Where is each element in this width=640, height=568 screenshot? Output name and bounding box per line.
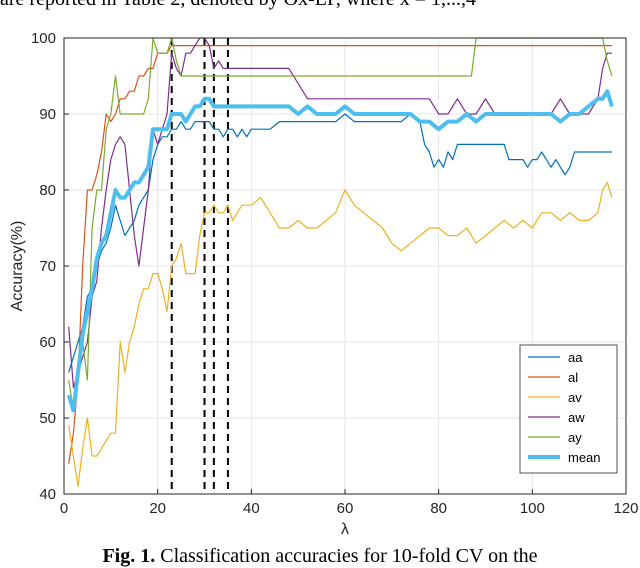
y-axis-label: Accuracy(%) bbox=[9, 221, 26, 312]
figure-caption-text: Classification accuracies for 10-fold CV… bbox=[155, 545, 538, 567]
series-al-line bbox=[68, 45, 612, 464]
x-tick-label: 120 bbox=[613, 500, 638, 517]
x-axis-label: λ bbox=[341, 521, 349, 538]
x-tick-label: 80 bbox=[430, 500, 447, 517]
x-tick-label: 0 bbox=[60, 500, 68, 517]
legend-label-av: av bbox=[568, 390, 582, 405]
figure-caption-label: Fig. 1. bbox=[102, 545, 156, 567]
x-tick-label: 20 bbox=[149, 500, 166, 517]
series-aw-line bbox=[68, 37, 612, 389]
y-tick-label: 40 bbox=[39, 486, 56, 503]
legend: aa al av aw ay mean bbox=[519, 344, 618, 474]
y-tick-label: 70 bbox=[39, 258, 56, 275]
series-mean-line bbox=[66, 89, 614, 413]
y-tick-label: 80 bbox=[39, 182, 56, 199]
series-aa-line bbox=[68, 113, 612, 373]
y-tick-label: 100 bbox=[31, 30, 56, 47]
series-ay-line bbox=[68, 37, 613, 411]
series-av-line bbox=[68, 181, 613, 487]
y-tick-label: 50 bbox=[39, 410, 56, 427]
legend-label-aa: aa bbox=[568, 350, 583, 365]
x-tick-label: 40 bbox=[243, 500, 260, 517]
accuracy-line-chart: 0 20 40 60 80 100 120 40 50 60 70 80 90 100 λ Accurac… bbox=[9, 30, 639, 538]
partial-text-line-top: are reported in Table 2, denoted by Ox-L… bbox=[0, 0, 640, 12]
axis-ticks: 0 20 40 60 80 100 120 40 50 60 70 80 90 100 bbox=[31, 30, 639, 517]
x-tick-label: 100 bbox=[520, 500, 545, 517]
legend-label-al: al bbox=[568, 370, 578, 385]
y-tick-label: 90 bbox=[39, 106, 56, 123]
x-tick-label: 60 bbox=[337, 500, 354, 517]
legend-label-mean: mean bbox=[568, 450, 601, 465]
figure-caption: Fig. 1. Classification accuracies for 10… bbox=[0, 545, 640, 568]
y-tick-label: 60 bbox=[39, 334, 56, 351]
series-lines bbox=[66, 37, 614, 487]
legend-label-aw: aw bbox=[568, 410, 585, 425]
legend-box bbox=[519, 344, 618, 474]
legend-label-ay: ay bbox=[568, 430, 582, 445]
